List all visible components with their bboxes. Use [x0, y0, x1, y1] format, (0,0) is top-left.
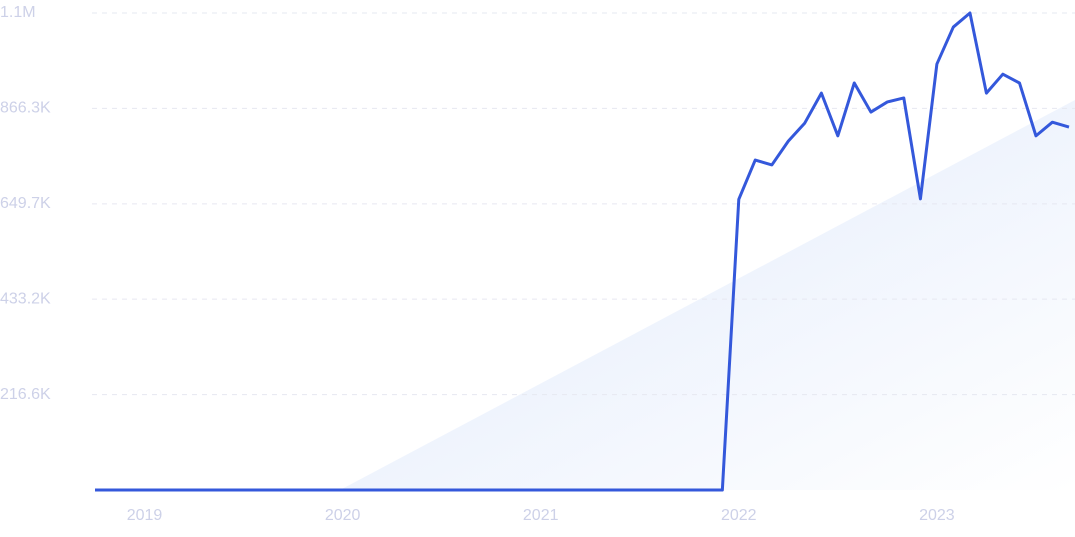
y-tick-label: 1.1M: [0, 4, 36, 21]
plot: [95, 11, 1070, 492]
data-line: [95, 11, 1070, 492]
y-tick-label: 433.2K: [0, 290, 51, 307]
grid: [92, 12, 1075, 396]
x-tick-label: 2020: [325, 507, 361, 524]
trend-area: [340, 100, 1075, 490]
x-tick-label: 2021: [523, 507, 559, 524]
x-tick-label: 2022: [721, 507, 757, 524]
y-tick-label: 649.7K: [0, 195, 51, 212]
x-tick-label: 2023: [919, 507, 955, 524]
labels: 216.6K 433.2K 649.7K 866.3K 1.1M 2019 2020 2021…: [0, 4, 955, 524]
y-tick-label: 216.6K: [0, 386, 51, 403]
x-tick-label: 2019: [127, 507, 163, 524]
y-tick-label: 866.3K: [0, 100, 51, 117]
